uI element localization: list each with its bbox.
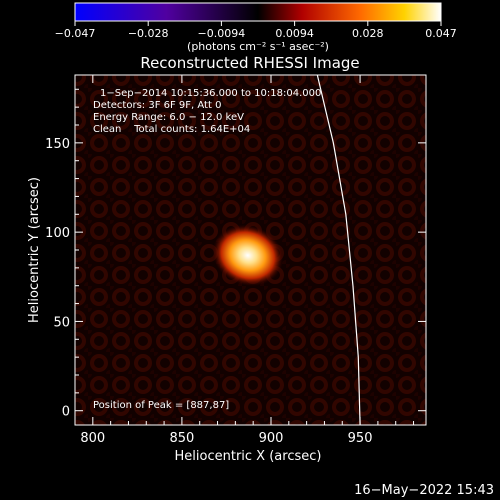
x-axis-label: Heliocentric X (arcsec)	[175, 449, 322, 464]
colorbar-tick-label-2: −0.0094	[198, 27, 246, 40]
x-tick-label-900: 900	[259, 431, 284, 446]
info-line-counts: Clean Total counts: 1.64E+04	[93, 124, 250, 135]
colorbar	[74, 2, 442, 22]
info-line-energy: Energy Range: 6.0 − 12.0 keV	[93, 112, 244, 123]
peak-position-label: Position of Peak = [887,87]	[93, 400, 229, 411]
info-line-time: 1−Sep−2014 10:15:36.000 to 10:18:04.000	[100, 88, 321, 99]
colorbar-tick-label-1: −0.028	[128, 27, 169, 40]
y-tick-label-100: 100	[45, 226, 70, 241]
x-tick-label-950: 950	[348, 431, 373, 446]
chart-title: Reconstructed RHESSI Image	[140, 54, 359, 72]
flare-source	[212, 224, 284, 287]
date-stamp: 16−May−2022 15:43	[354, 483, 494, 498]
axis-ticks: 800 850 900 950 0 50 100 150	[45, 75, 426, 446]
info-block: 1−Sep−2014 10:15:36.000 to 10:18:04.000 …	[93, 88, 321, 135]
solar-limb	[316, 75, 361, 425]
colorbar-tick-label-4: 0.028	[352, 27, 384, 40]
y-axis-label: Heliocentric Y (arcsec)	[27, 177, 42, 323]
y-tick-label-150: 150	[45, 137, 70, 152]
colorbar-tick-label-3: 0.0094	[275, 27, 314, 40]
y-tick-label-0: 0	[62, 405, 70, 420]
colorbar-ticks: −0.047 −0.028 −0.0094 0.0094 0.028 0.047	[55, 21, 457, 40]
y-tick-label-50: 50	[53, 315, 70, 330]
colorbar-unit-label: (photons cm⁻² s⁻¹ asec⁻²)	[187, 40, 329, 53]
x-tick-label-800: 800	[80, 431, 105, 446]
colorbar-tick-label-5: 0.047	[425, 27, 457, 40]
info-line-detectors: Detectors: 3F 6F 9F, Att 0	[93, 100, 221, 111]
colorbar-tick-label-0: −0.047	[55, 27, 96, 40]
x-tick-label-850: 850	[169, 431, 194, 446]
